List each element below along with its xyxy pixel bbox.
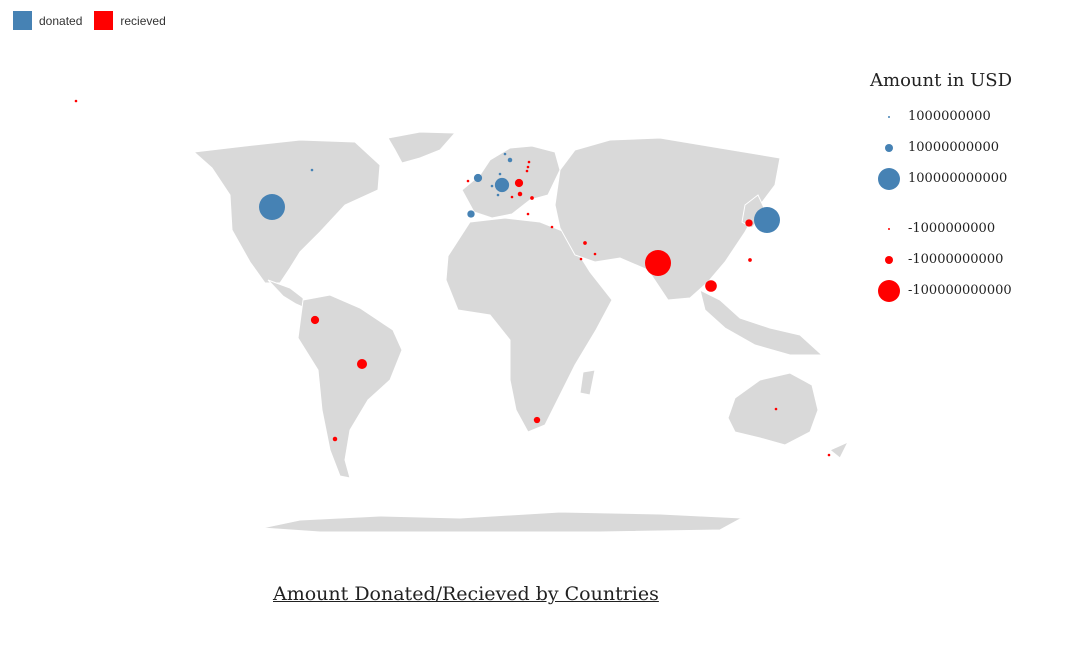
bubble-france[interactable]: [496, 193, 500, 197]
bubble-australia[interactable]: [774, 407, 778, 411]
bubble-spain[interactable]: [467, 210, 475, 218]
bubble-romania[interactable]: [530, 196, 534, 200]
bubble-switzerland[interactable]: [490, 184, 494, 188]
land-layer: [192, 131, 850, 533]
bubble-sweden[interactable]: [507, 157, 513, 163]
bubble-poland[interactable]: [514, 178, 524, 188]
received-swatch: [94, 11, 114, 30]
color-legend: donated recieved: [13, 11, 178, 30]
size-legend-row-donated-1: 1000000000: [870, 101, 1012, 132]
bubble-japan[interactable]: [754, 207, 780, 233]
bubble-saudi-arabia[interactable]: [583, 241, 587, 245]
size-legend-row-donated-2: 10000000000: [870, 132, 1012, 163]
size-legend-label: 10000000000: [908, 140, 999, 155]
bubble-cyprus[interactable]: [550, 225, 554, 229]
landmass-asia: [554, 137, 781, 301]
bubble-lithuania[interactable]: [525, 169, 529, 173]
landmass-africa: [445, 217, 613, 433]
landmass-central-america: [267, 279, 306, 309]
size-legend-dot-donated-large: [878, 167, 900, 190]
size-legend: Amount in USD 1000000000 10000000000 100…: [870, 70, 1012, 306]
bubble-estonia[interactable]: [527, 160, 531, 164]
bubble-colombia[interactable]: [310, 315, 320, 325]
bubble-uae[interactable]: [593, 252, 597, 256]
size-legend-label: -1000000000: [908, 221, 996, 236]
landmass-south-america: [297, 294, 403, 479]
landmass-australia: [727, 372, 819, 446]
landmass-new-zealand: [829, 440, 850, 459]
bubbles-layer: [74, 99, 831, 457]
landmass-madagascar: [579, 369, 596, 396]
size-legend-row-donated-3: 100000000000: [870, 163, 1012, 194]
bubble-south-africa[interactable]: [533, 416, 541, 424]
size-legend-title: Amount in USD: [870, 70, 1013, 91]
landmass-greenland: [387, 131, 457, 164]
bubble-south-korea[interactable]: [745, 219, 753, 227]
landmass-southeast-asia: [699, 289, 824, 356]
legend-item-received[interactable]: recieved: [94, 11, 166, 30]
donated-swatch: [13, 11, 32, 30]
bubble-united-states[interactable]: [259, 194, 285, 220]
donated-label: donated: [39, 13, 83, 28]
bubble-chile[interactable]: [332, 436, 338, 442]
bubble-canada[interactable]: [310, 168, 314, 172]
bubble-hungary[interactable]: [517, 191, 523, 197]
size-legend-dot-received-small: [888, 227, 890, 230]
bubble-ireland[interactable]: [466, 179, 470, 183]
received-label: recieved: [120, 13, 166, 28]
landmass-north-america: [192, 139, 381, 284]
bubble-germany[interactable]: [494, 177, 510, 193]
chart-title: Amount Donated/Recieved by Countries: [273, 583, 659, 605]
size-legend-label: -100000000000: [908, 283, 1012, 298]
legend-item-donated[interactable]: donated: [13, 11, 82, 30]
bubble-qatar[interactable]: [579, 257, 583, 261]
size-legend-label: 1000000000: [908, 109, 991, 124]
size-legend-dot-donated-small: [888, 115, 890, 118]
bubble-hawaii[interactable]: [74, 99, 78, 103]
bubble-slovenia[interactable]: [510, 195, 514, 199]
size-legend-dot-received-medium: [885, 255, 893, 264]
bubble-thailand[interactable]: [705, 280, 717, 292]
bubble-denmark[interactable]: [498, 172, 502, 176]
landmass-antarctica: [261, 511, 744, 533]
size-legend-row-received-2: -10000000000: [870, 244, 1012, 275]
bubble-united-kingdom[interactable]: [473, 173, 483, 183]
bubble-india[interactable]: [645, 250, 671, 276]
size-legend-dot-received-large: [878, 279, 900, 302]
bubble-new-zealand[interactable]: [827, 453, 831, 457]
bubble-latvia[interactable]: [526, 165, 530, 169]
size-legend-label: 100000000000: [908, 171, 1008, 186]
size-legend-row-received-3: -100000000000: [870, 275, 1012, 306]
size-legend-dot-donated-medium: [885, 143, 893, 152]
landmass-europe: [461, 145, 561, 219]
bubble-brazil[interactable]: [356, 358, 368, 370]
size-legend-label: -10000000000: [908, 252, 1004, 267]
bubble-taiwan[interactable]: [748, 258, 752, 262]
bubble-greece[interactable]: [526, 212, 530, 216]
size-legend-row-received-1: -1000000000: [870, 213, 1012, 244]
bubble-norway[interactable]: [503, 152, 507, 156]
